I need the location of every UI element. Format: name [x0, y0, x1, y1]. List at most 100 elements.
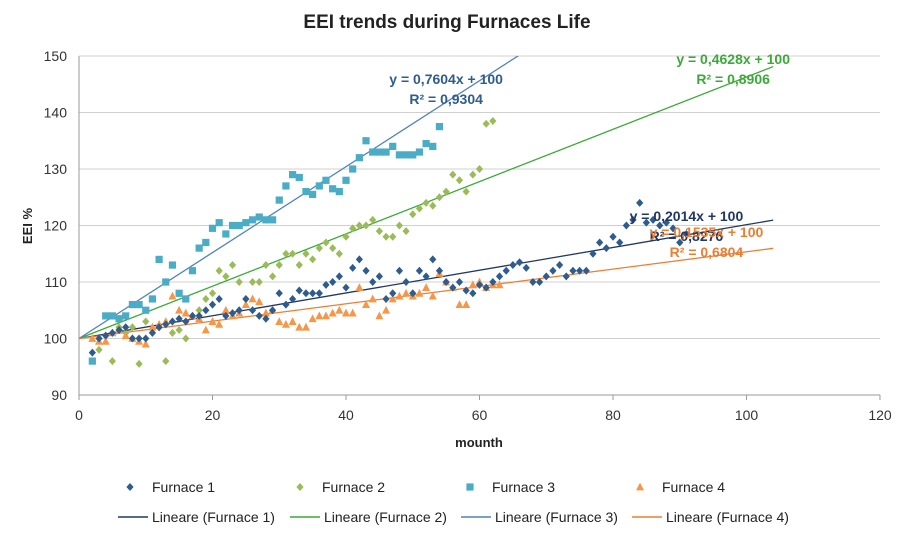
trendline-furnace-3	[79, 56, 520, 340]
data-point	[295, 286, 303, 295]
data-point	[355, 255, 363, 264]
data-point	[248, 278, 257, 286]
data-point	[162, 320, 170, 329]
x-tick-label: 60	[472, 407, 488, 423]
data-point	[382, 294, 390, 303]
data-point	[88, 334, 97, 342]
data-point	[429, 201, 437, 210]
data-point	[188, 311, 197, 320]
legend-marker	[296, 483, 304, 491]
data-point	[202, 294, 210, 303]
data-point	[268, 272, 277, 281]
legend-item-furnace-3: Furnace 3	[466, 479, 555, 495]
data-point	[395, 151, 403, 159]
data-point	[255, 297, 264, 306]
trend-r2-furnace-2: R² = 0,8906	[696, 71, 770, 87]
data-point	[355, 283, 364, 292]
data-point	[115, 315, 123, 323]
data-point	[422, 198, 430, 207]
legend-label: Lineare (Furnace 1)	[152, 509, 275, 525]
y-tick-label: 120	[44, 218, 68, 234]
data-point	[228, 221, 237, 230]
trend-r2-furnace-4: R² = 0,6804	[670, 244, 744, 260]
data-point	[235, 221, 243, 230]
data-point	[215, 319, 224, 328]
data-point	[522, 263, 530, 272]
legend-item-furnace-4: Furnace 4	[636, 479, 725, 495]
data-point	[295, 173, 303, 182]
data-point	[288, 317, 297, 325]
data-point	[368, 294, 377, 303]
data-point	[495, 280, 504, 289]
data-point	[168, 261, 177, 269]
data-point	[596, 238, 604, 247]
data-point	[208, 317, 217, 325]
data-point	[182, 295, 190, 303]
data-point	[409, 289, 417, 298]
data-point	[429, 142, 437, 150]
data-point	[435, 266, 444, 275]
data-point	[102, 331, 110, 340]
y-tick-label: 140	[44, 105, 68, 121]
data-point	[295, 261, 303, 270]
chart-title: EEI trends during Furnaces Life	[303, 12, 590, 33]
data-point	[155, 255, 163, 263]
data-point	[228, 309, 237, 318]
data-point	[329, 185, 337, 193]
data-point	[422, 139, 430, 148]
data-point	[275, 289, 283, 298]
data-point	[142, 317, 150, 326]
data-point	[168, 328, 177, 337]
data-point	[389, 142, 397, 150]
data-point	[636, 198, 644, 207]
data-point	[148, 322, 157, 331]
series-furnace-3	[88, 123, 444, 365]
data-point	[275, 196, 283, 204]
data-point	[168, 291, 177, 300]
data-point	[375, 311, 384, 320]
data-point	[215, 219, 223, 227]
data-point	[682, 229, 691, 238]
data-point	[188, 267, 197, 275]
data-point	[342, 176, 350, 184]
data-point	[88, 357, 96, 365]
data-point	[309, 255, 317, 264]
legend-label: Furnace 3	[492, 479, 555, 495]
data-point	[315, 182, 323, 190]
data-point	[402, 227, 410, 236]
legend-label: Lineare (Furnace 3)	[495, 509, 618, 525]
data-point	[482, 119, 490, 128]
data-point	[349, 224, 357, 233]
data-point	[649, 215, 657, 224]
data-point	[402, 278, 410, 286]
data-point	[495, 272, 504, 281]
data-point	[609, 232, 617, 241]
axes: 90 100 110 120 130 140 150 0 20 40 60 80 100 120	[44, 48, 892, 423]
data-point	[321, 311, 330, 320]
data-point	[362, 137, 370, 145]
data-point	[322, 238, 330, 247]
data-point	[248, 216, 257, 224]
data-point	[349, 165, 357, 173]
data-point	[435, 123, 444, 131]
data-point	[108, 328, 116, 337]
data-point	[235, 278, 243, 286]
data-point	[289, 249, 297, 258]
data-point	[248, 294, 257, 303]
data-point	[462, 300, 471, 308]
data-point	[375, 227, 383, 236]
data-point	[195, 244, 203, 252]
legend-label: Lineare (Furnace 4)	[666, 509, 789, 525]
data-point	[489, 116, 497, 125]
data-point	[208, 224, 217, 232]
data-point	[355, 221, 363, 230]
data-point	[222, 230, 230, 238]
data-point	[369, 148, 377, 156]
data-point	[328, 308, 337, 317]
data-point	[262, 314, 270, 323]
data-point	[175, 289, 183, 297]
legend-item-furnace-1: Furnace 1	[126, 479, 215, 495]
data-point	[382, 148, 390, 156]
data-points	[88, 116, 691, 368]
